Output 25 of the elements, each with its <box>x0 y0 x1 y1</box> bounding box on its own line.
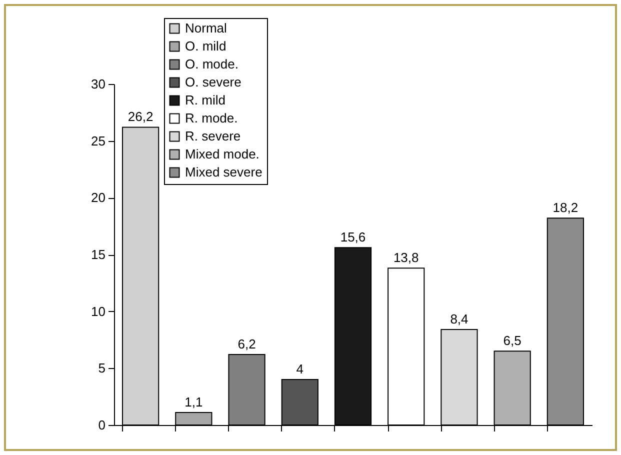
legend-label: Mixed mode. <box>185 146 260 162</box>
y-tick-label: 20 <box>91 190 106 206</box>
legend-label: Mixed severe <box>185 164 262 180</box>
legend-label: Normal <box>185 20 228 36</box>
data-label: 13,8 <box>393 250 419 266</box>
y-tick-label: 10 <box>91 304 106 319</box>
legend-label: O. mild <box>185 38 226 54</box>
y-tick-label: 5 <box>98 360 106 376</box>
legend-label: O. mode. <box>185 56 238 72</box>
legend-label: R. mode. <box>185 110 238 126</box>
legend-label: O. severe <box>185 74 242 90</box>
y-tick-label: 30 <box>91 76 106 92</box>
y-tick-label: 25 <box>91 133 106 148</box>
data-label: 15,6 <box>340 230 366 245</box>
data-label: 26,2 <box>128 109 154 124</box>
data-label: 1,1 <box>184 394 203 410</box>
data-label: 18,2 <box>552 200 578 216</box>
data-label: 6,2 <box>238 336 256 352</box>
data-label: 4 <box>296 362 304 377</box>
y-tick-label: 15 <box>91 247 106 262</box>
legend-label: R. mild <box>185 92 226 108</box>
data-label: 8,4 <box>450 312 468 327</box>
data-label: 6,5 <box>503 333 522 348</box>
y-tick-label: 0 <box>98 418 106 432</box>
legend-label: R. severe <box>185 128 241 144</box>
